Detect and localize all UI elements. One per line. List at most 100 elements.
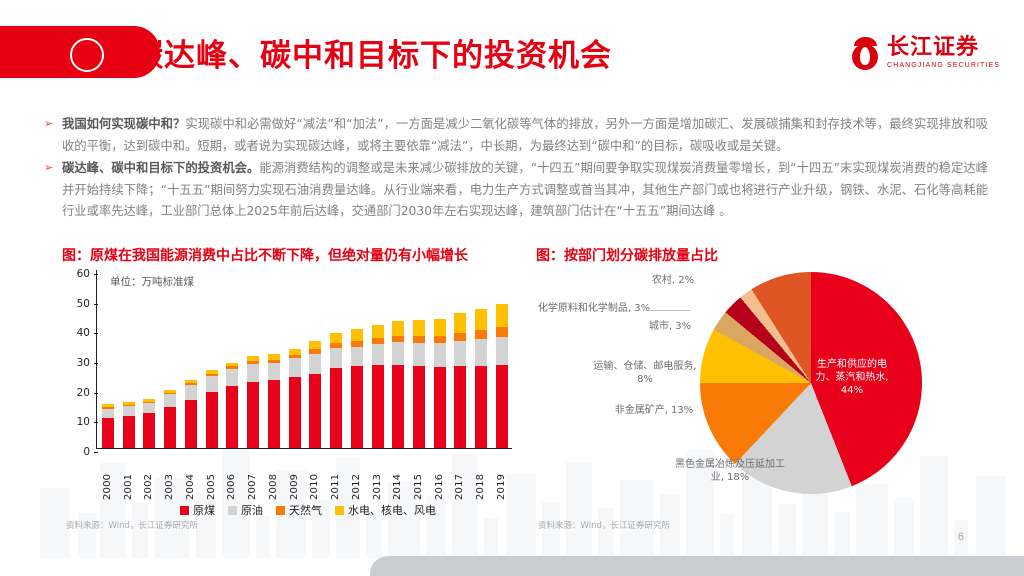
pie-label-heise: 黑色金属冶炼及压延加工业, 18% bbox=[675, 459, 785, 483]
skyline-block bbox=[778, 504, 796, 558]
y-tick-label: 0 bbox=[83, 446, 90, 458]
bar-segment-原煤 bbox=[164, 407, 177, 448]
x-tick-label: 2017 bbox=[454, 473, 466, 500]
skyline-block bbox=[620, 480, 654, 558]
bar-segment-天然气 bbox=[309, 348, 322, 354]
bar-segment-原煤 bbox=[350, 366, 363, 448]
x-tick-label: 2004 bbox=[184, 473, 196, 500]
bar-column bbox=[454, 270, 467, 448]
footer-curve bbox=[370, 556, 1024, 576]
skyline-block bbox=[720, 514, 734, 558]
bar-column bbox=[267, 270, 280, 448]
bullet-lead: 碳达峰、碳中和目标下的投资机会。 bbox=[62, 161, 260, 175]
skyline-block bbox=[834, 512, 850, 558]
bar-segment-天然气 bbox=[122, 405, 135, 407]
bar-segment-原煤 bbox=[433, 366, 446, 448]
y-tick-label: 10 bbox=[76, 416, 90, 429]
source-note-left: 资料来源：Wind，长江证券研究所 bbox=[66, 521, 198, 531]
bar-column bbox=[102, 270, 114, 448]
y-axis-line bbox=[96, 270, 97, 448]
bar-segment-原油 bbox=[226, 368, 239, 387]
pie-disc bbox=[700, 272, 922, 494]
bar-column bbox=[184, 270, 197, 448]
x-axis-labels: 2000 2001 2002 2003 2004 2005 2006 2007 2008 2009… bbox=[98, 454, 512, 500]
bar-segment-水电、核电、风电 bbox=[309, 341, 322, 349]
bar-column bbox=[350, 270, 363, 448]
bar-segment-原煤 bbox=[267, 380, 280, 448]
logo-text-en: CHANGJIANG SECURITIES bbox=[887, 62, 1000, 69]
x-tick-label: 2000 bbox=[102, 473, 113, 500]
bar-column bbox=[288, 270, 301, 448]
bar-segment-水电、核电、风电 bbox=[413, 319, 426, 337]
bar-segment-水电、核电、风电 bbox=[433, 319, 446, 337]
bar-segment-原油 bbox=[122, 406, 135, 417]
x-tick-label: 2013 bbox=[371, 473, 383, 500]
bar-segment-原煤 bbox=[413, 366, 426, 448]
bar-segment-原油 bbox=[184, 385, 197, 400]
bar-segment-原油 bbox=[267, 362, 280, 381]
bar-column bbox=[413, 270, 426, 448]
header-ring-decoration bbox=[70, 38, 104, 72]
source-note-right: 资料来源：Wind，长江证券研究所 bbox=[538, 521, 670, 531]
bar-columns bbox=[98, 270, 512, 448]
bar-segment-水电、核电、风电 bbox=[226, 362, 239, 367]
bar-segment-原煤 bbox=[205, 391, 218, 448]
bar-segment-水电、核电、风电 bbox=[288, 348, 301, 355]
skyline-block bbox=[222, 448, 250, 558]
bar-segment-水电、核电、风电 bbox=[330, 333, 343, 343]
skyline-block bbox=[100, 463, 126, 558]
pie-label-chengshi: 城市, 3% bbox=[648, 321, 692, 332]
pie-label-feijinshu: 非金属矿产, 13% bbox=[614, 405, 694, 416]
bullet-arrow-icon: ➢ bbox=[44, 162, 54, 174]
skyline-block bbox=[542, 502, 560, 558]
bar-segment-原煤 bbox=[288, 376, 301, 448]
stacked-bar-chart: 0 10 20 30 40 50 60 单位：万吨标准煤 2000 2001 2002 2003 2… bbox=[58, 266, 518, 518]
x-tick-label: 2001 bbox=[122, 473, 134, 500]
bar-segment-原煤 bbox=[226, 386, 239, 448]
bar-segment-天然气 bbox=[205, 374, 218, 377]
chart-caption-left: 图：原煤在我国能源消费中占比不断下降，但绝对量仍有小幅增长 bbox=[62, 248, 468, 264]
bar-segment-原油 bbox=[371, 343, 384, 365]
leader-line-huaxue bbox=[650, 310, 690, 311]
bar-segment-原煤 bbox=[102, 418, 114, 448]
bar-segment-水电、核电、风电 bbox=[495, 303, 508, 328]
pie-label-nongcun: 农村, 2% bbox=[651, 275, 695, 286]
skyline-block bbox=[484, 518, 498, 558]
skyline-block bbox=[954, 520, 968, 558]
skyline-block bbox=[132, 503, 148, 558]
bar-segment-天然气 bbox=[226, 366, 239, 369]
pie-label-yunshu: 运输、仓储、邮电服务, 8% bbox=[593, 361, 697, 385]
pie-label-dianli: 生产和供应的电力、蒸汽和热水, 44% bbox=[815, 359, 889, 396]
bar-segment-原油 bbox=[413, 342, 426, 367]
bar-segment-水电、核电、风电 bbox=[350, 329, 363, 342]
bar-segment-天然气 bbox=[475, 329, 488, 339]
bar-segment-水电、核电、风电 bbox=[247, 355, 260, 362]
bar-segment-天然气 bbox=[143, 402, 156, 404]
bar-segment-天然气 bbox=[350, 341, 363, 347]
skyline-block bbox=[452, 454, 478, 558]
legend-swatch bbox=[276, 505, 285, 515]
x-tick-label: 2003 bbox=[164, 473, 176, 500]
bar-segment-原油 bbox=[495, 337, 508, 365]
bar-segment-天然气 bbox=[102, 407, 114, 409]
skyline-block bbox=[78, 513, 96, 558]
bar-segment-原煤 bbox=[475, 365, 488, 448]
bar-column bbox=[247, 270, 260, 448]
x-tick-label: 2014 bbox=[392, 473, 404, 500]
bar-segment-天然气 bbox=[184, 383, 197, 386]
bar-segment-天然气 bbox=[495, 327, 508, 338]
bar-segment-原油 bbox=[205, 376, 218, 392]
chart-legend: 原煤 原油 天然气 水电、核电、风电 bbox=[98, 502, 518, 518]
bar-segment-天然气 bbox=[164, 392, 177, 395]
legend-item: 水电、核电、风电 bbox=[335, 502, 436, 518]
bar-segment-水电、核电、风电 bbox=[371, 324, 384, 338]
skyline-block bbox=[366, 510, 382, 558]
bar-segment-原煤 bbox=[371, 364, 384, 448]
bar-segment-水电、核电、风电 bbox=[267, 353, 280, 360]
bar-segment-天然气 bbox=[371, 337, 384, 344]
skyline-block bbox=[976, 476, 1006, 558]
x-tick-label: 2006 bbox=[226, 473, 238, 500]
skyline-block bbox=[598, 508, 614, 558]
y-tick-label: 30 bbox=[76, 357, 90, 369]
